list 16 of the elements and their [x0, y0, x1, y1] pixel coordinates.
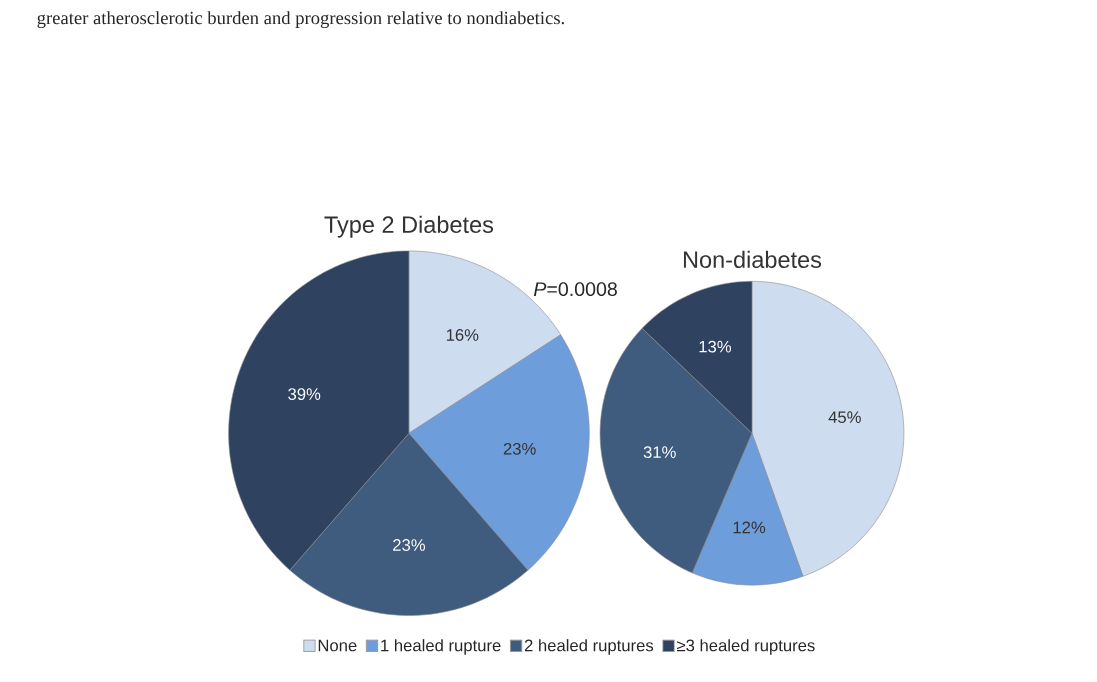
- legend-label: 2 healed ruptures: [524, 639, 654, 655]
- data-label: 23%: [393, 539, 426, 551]
- legend-label: ≥3 healed ruptures: [677, 639, 815, 655]
- text: greater atherosclerotic burden and progression relative to nondiabetics.: [37, 11, 564, 28]
- text: P=0.0008: [533, 282, 617, 296]
- data-label: 39%: [288, 388, 321, 400]
- data-label: 45%: [828, 411, 861, 423]
- chart-title: Type 2 Diabetes: [324, 215, 494, 238]
- legend-label: 1 healed rupture: [381, 639, 501, 655]
- data-label: 12%: [733, 521, 766, 534]
- data-label: 31%: [643, 446, 676, 458]
- chart-title: Non-diabetes: [683, 250, 822, 268]
- legend-label: None: [318, 639, 357, 652]
- data-label: 13%: [699, 340, 732, 353]
- data-label: 23%: [503, 442, 536, 455]
- data-label: 16%: [446, 328, 479, 341]
